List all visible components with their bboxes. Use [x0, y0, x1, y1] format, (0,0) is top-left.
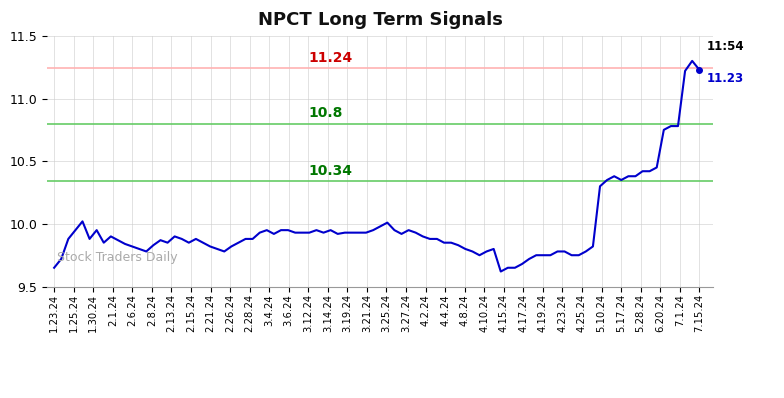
- Text: Stock Traders Daily: Stock Traders Daily: [57, 251, 178, 264]
- Text: 11.24: 11.24: [308, 51, 353, 65]
- Text: 11:54: 11:54: [706, 40, 744, 53]
- Text: 10.8: 10.8: [308, 106, 343, 121]
- Title: NPCT Long Term Signals: NPCT Long Term Signals: [258, 11, 503, 29]
- Text: 11.23: 11.23: [706, 72, 743, 85]
- Text: 10.34: 10.34: [308, 164, 352, 178]
